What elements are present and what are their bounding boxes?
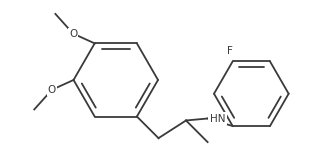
Text: HN: HN [210, 114, 225, 124]
Text: F: F [227, 46, 233, 56]
Text: O: O [69, 29, 77, 39]
Text: HN: HN [210, 114, 225, 124]
Text: O: O [48, 85, 56, 95]
